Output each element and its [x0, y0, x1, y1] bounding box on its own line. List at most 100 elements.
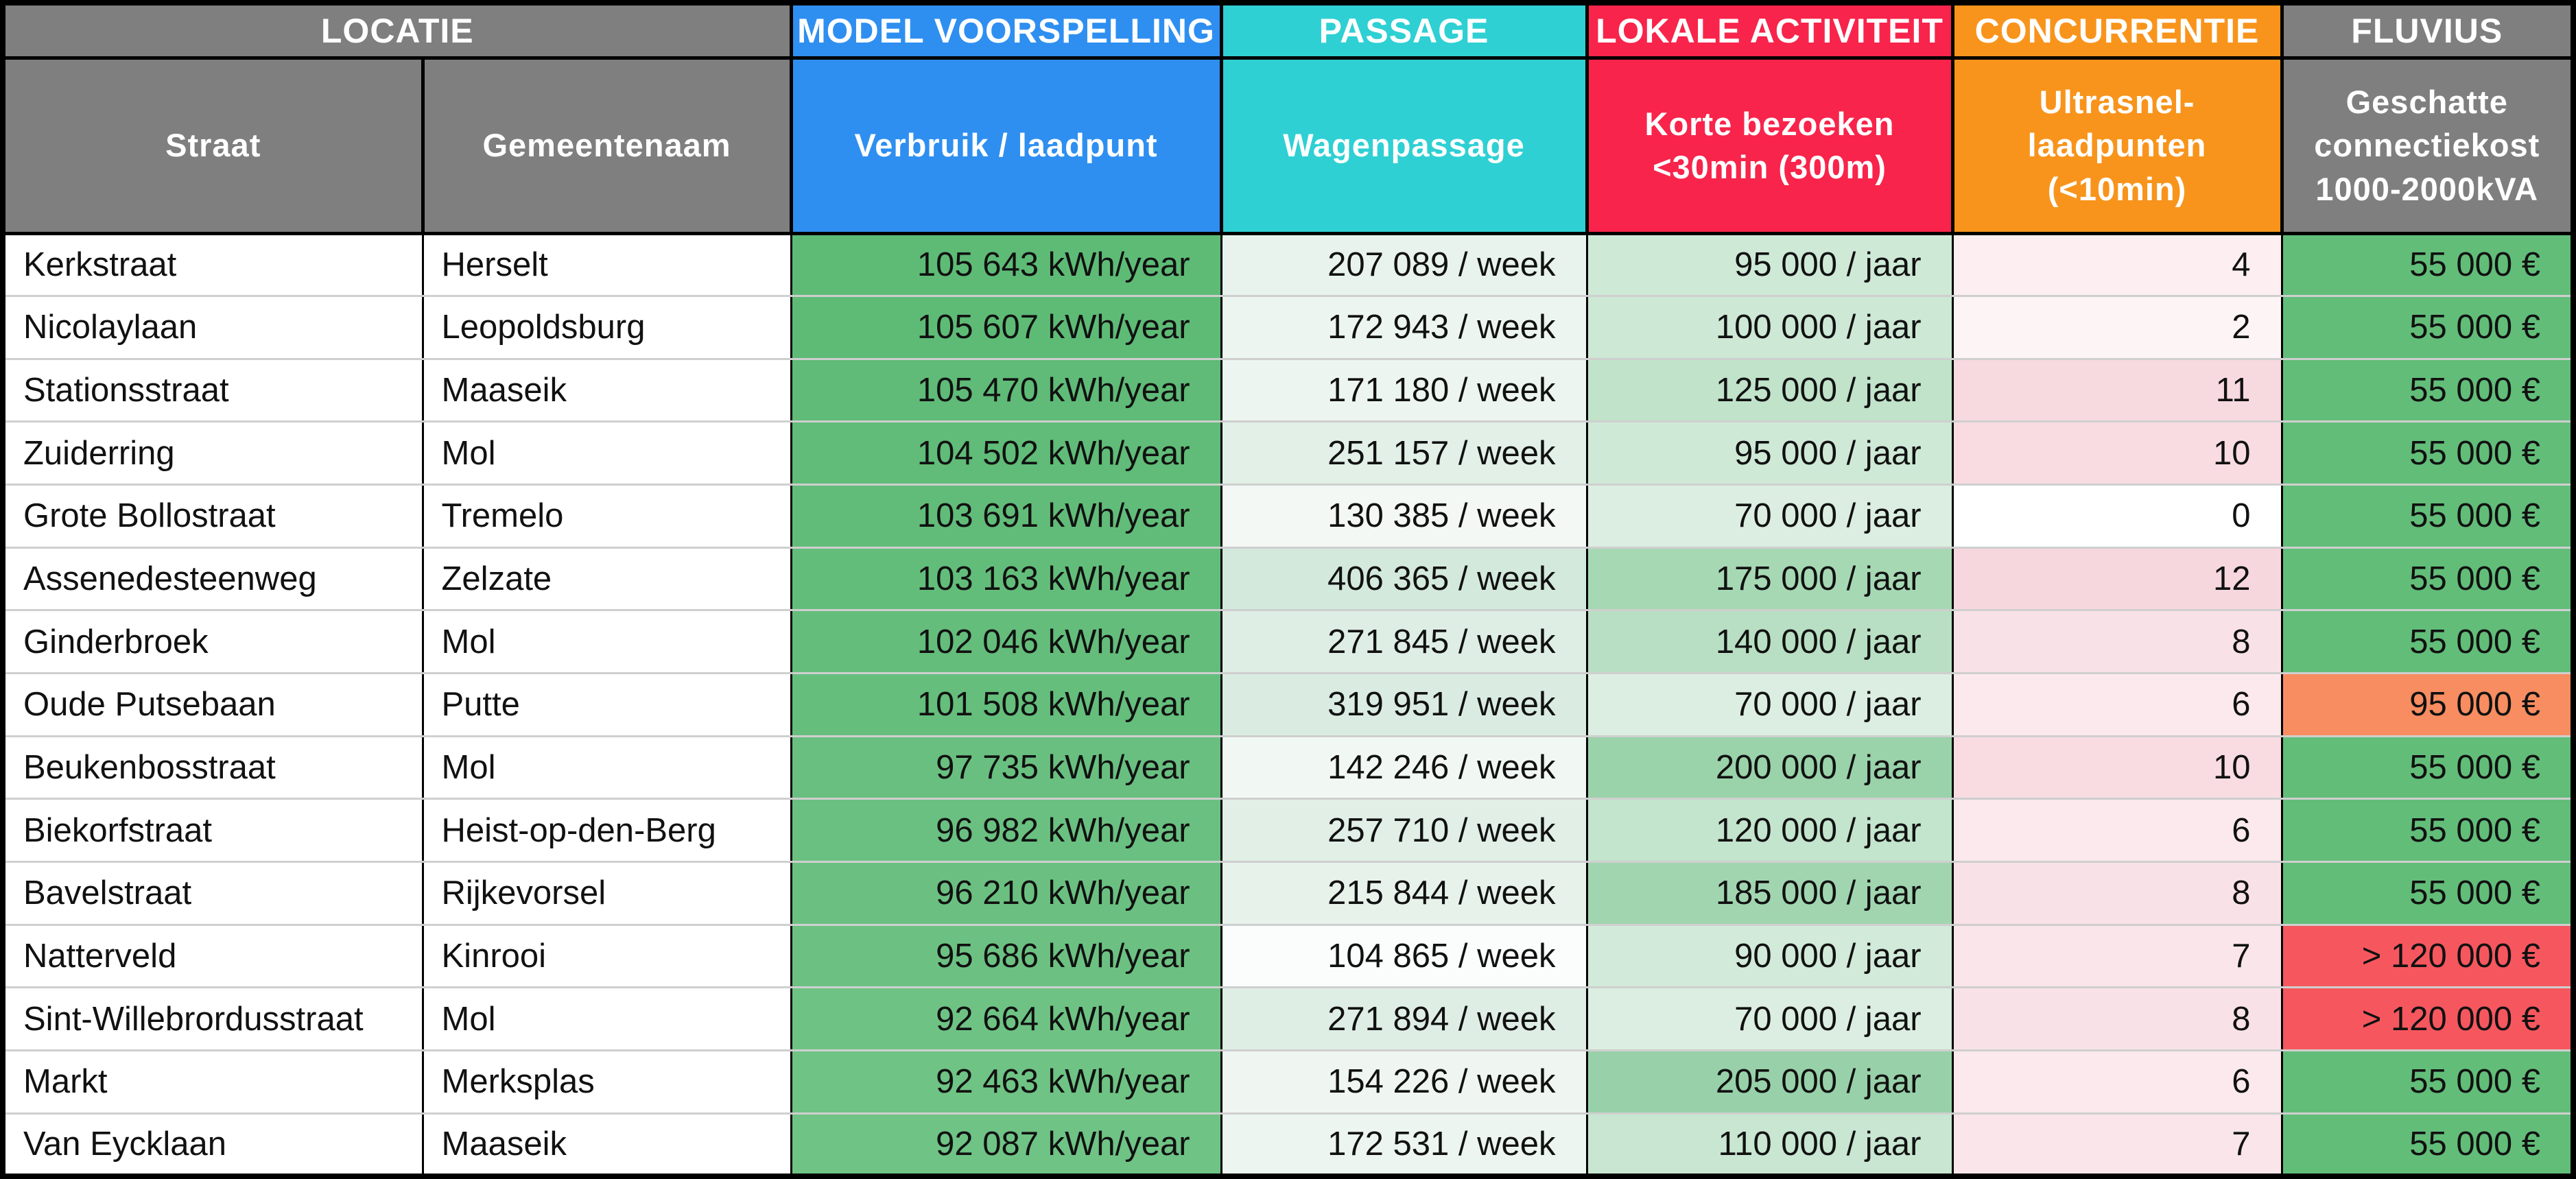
- chargers-cell: 4: [1951, 232, 2283, 298]
- cost-cell: 55 000 €: [2280, 484, 2575, 549]
- table-row: Sint-Willebrordusstraat Mol 92 664 kWh/y…: [1, 986, 2575, 1052]
- street-cell: Sint-Willebrordusstraat: [1, 986, 424, 1052]
- chargers-cell: 6: [1951, 672, 2283, 737]
- table-row: Beukenbosstraat Mol 97 735 kWh/year 142 …: [1, 735, 2575, 800]
- group-header-concurrentie: CONCURRENTIE: [1950, 1, 2284, 60]
- table-row: Markt Merksplas 92 463 kWh/year 154 226 …: [1, 1049, 2575, 1115]
- table-row: Oude Putsebaan Putte 101 508 kWh/year 31…: [1, 672, 2575, 737]
- street-cell: Natterveld: [1, 923, 424, 989]
- chargers-cell: 8: [1951, 609, 2283, 675]
- cost-cell: 55 000 €: [2280, 295, 2575, 360]
- municipality-cell: Rijkevorsel: [421, 861, 792, 926]
- municipality-cell: Leopoldsburg: [421, 295, 792, 360]
- visits-cell: 70 000 / jaar: [1585, 484, 1954, 549]
- visits-cell: 100 000 / jaar: [1585, 295, 1954, 360]
- municipality-cell: Mol: [421, 420, 792, 486]
- visits-cell: 95 000 / jaar: [1585, 232, 1954, 298]
- consumption-cell: 103 163 kWh/year: [790, 546, 1222, 612]
- consumption-cell: 105 607 kWh/year: [790, 295, 1222, 360]
- group-header-fluvius: FLUVIUS: [2280, 1, 2575, 60]
- passage-cell: 251 157 / week: [1220, 420, 1588, 486]
- chargers-cell: 7: [1951, 1112, 2283, 1178]
- passage-cell: 154 226 / week: [1220, 1049, 1588, 1115]
- table-row: Assenedesteenweg Zelzate 103 163 kWh/yea…: [1, 546, 2575, 612]
- chargers-cell: 12: [1951, 546, 2283, 612]
- municipality-cell: Mol: [421, 735, 792, 800]
- municipality-cell: Mol: [421, 609, 792, 675]
- visits-cell: 205 000 / jaar: [1585, 1049, 1954, 1115]
- cost-cell: 55 000 €: [2280, 1049, 2575, 1115]
- cost-cell: 55 000 €: [2280, 232, 2575, 298]
- group-header-locatie: LOCATIE: [1, 1, 793, 60]
- street-cell: Beukenbosstraat: [1, 735, 424, 800]
- chargers-cell: 6: [1951, 798, 2283, 864]
- table-row: Ginderbroek Mol 102 046 kWh/year 271 845…: [1, 609, 2575, 675]
- passage-cell: 406 365 / week: [1220, 546, 1588, 612]
- cost-cell: 55 000 €: [2280, 609, 2575, 675]
- visits-cell: 175 000 / jaar: [1585, 546, 1954, 612]
- consumption-cell: 92 087 kWh/year: [790, 1112, 1222, 1178]
- consumption-cell: 95 686 kWh/year: [790, 923, 1222, 989]
- municipality-cell: Zelzate: [421, 546, 792, 612]
- passage-cell: 257 710 / week: [1220, 798, 1588, 864]
- consumption-cell: 104 502 kWh/year: [790, 420, 1222, 486]
- street-cell: Grote Bollostraat: [1, 484, 424, 549]
- column-header-korte-bezoeken: Korte bezoeken <30min (300m): [1585, 56, 1954, 235]
- cost-cell: > 120 000 €: [2280, 923, 2575, 989]
- passage-cell: 104 865 / week: [1220, 923, 1588, 989]
- cost-cell: 55 000 €: [2280, 735, 2575, 800]
- cost-cell: 55 000 €: [2280, 798, 2575, 864]
- cost-cell: 55 000 €: [2280, 861, 2575, 926]
- visits-cell: 185 000 / jaar: [1585, 861, 1954, 926]
- municipality-cell: Putte: [421, 672, 792, 737]
- table-row: Kerkstraat Herselt 105 643 kWh/year 207 …: [1, 232, 2575, 298]
- street-cell: Biekorfstraat: [1, 798, 424, 864]
- cost-cell: > 120 000 €: [2280, 986, 2575, 1052]
- municipality-cell: Heist-op-den-Berg: [421, 798, 792, 864]
- table-row: Grote Bollostraat Tremelo 103 691 kWh/ye…: [1, 484, 2575, 549]
- street-cell: Markt: [1, 1049, 424, 1115]
- visits-cell: 140 000 / jaar: [1585, 609, 1954, 675]
- street-cell: Van Eycklaan: [1, 1112, 424, 1178]
- street-cell: Assenedesteenweg: [1, 546, 424, 612]
- group-header-row: LOCATIE MODEL VOORSPELLING PASSAGE LOKAL…: [1, 1, 2575, 60]
- visits-cell: 120 000 / jaar: [1585, 798, 1954, 864]
- chargers-cell: 8: [1951, 861, 2283, 926]
- chargers-cell: 0: [1951, 484, 2283, 549]
- chargers-cell: 2: [1951, 295, 2283, 360]
- passage-cell: 172 531 / week: [1220, 1112, 1588, 1178]
- street-cell: Zuiderring: [1, 420, 424, 486]
- chargers-cell: 6: [1951, 1049, 2283, 1115]
- cost-cell: 55 000 €: [2280, 1112, 2575, 1178]
- table-header: LOCATIE MODEL VOORSPELLING PASSAGE LOKAL…: [1, 1, 2575, 235]
- passage-cell: 172 943 / week: [1220, 295, 1588, 360]
- chargers-cell: 10: [1951, 735, 2283, 800]
- cost-cell: 55 000 €: [2280, 546, 2575, 612]
- table-body: Kerkstraat Herselt 105 643 kWh/year 207 …: [1, 232, 2575, 1178]
- consumption-cell: 97 735 kWh/year: [790, 735, 1222, 800]
- municipality-cell: Mol: [421, 986, 792, 1052]
- passage-cell: 271 894 / week: [1220, 986, 1588, 1052]
- visits-cell: 90 000 / jaar: [1585, 923, 1954, 989]
- passage-cell: 271 845 / week: [1220, 609, 1588, 675]
- group-header-passage: PASSAGE: [1219, 1, 1589, 60]
- chargers-cell: 10: [1951, 420, 2283, 486]
- cost-cell: 55 000 €: [2280, 357, 2575, 423]
- column-header-gemeentenaam: Gemeentenaam: [421, 56, 793, 235]
- group-header-lokale-activiteit: LOKALE ACTIVITEIT: [1585, 1, 1954, 60]
- table-row: Zuiderring Mol 104 502 kWh/year 251 157 …: [1, 420, 2575, 486]
- municipality-cell: Tremelo: [421, 484, 792, 549]
- visits-cell: 110 000 / jaar: [1585, 1112, 1954, 1178]
- chargers-cell: 7: [1951, 923, 2283, 989]
- column-header-row: Straat Gemeentenaam Verbruik / laadpunt …: [1, 56, 2575, 235]
- street-cell: Ginderbroek: [1, 609, 424, 675]
- street-cell: Oude Putsebaan: [1, 672, 424, 737]
- visits-cell: 200 000 / jaar: [1585, 735, 1954, 800]
- table-row: Van Eycklaan Maaseik 92 087 kWh/year 172…: [1, 1112, 2575, 1178]
- chargers-cell: 8: [1951, 986, 2283, 1052]
- consumption-cell: 103 691 kWh/year: [790, 484, 1222, 549]
- column-header-connectiekost: Geschatte connectiekost 1000-2000kVA: [2280, 56, 2575, 235]
- table-row: Natterveld Kinrooi 95 686 kWh/year 104 8…: [1, 923, 2575, 989]
- municipality-cell: Maaseik: [421, 357, 792, 423]
- street-cell: Bavelstraat: [1, 861, 424, 926]
